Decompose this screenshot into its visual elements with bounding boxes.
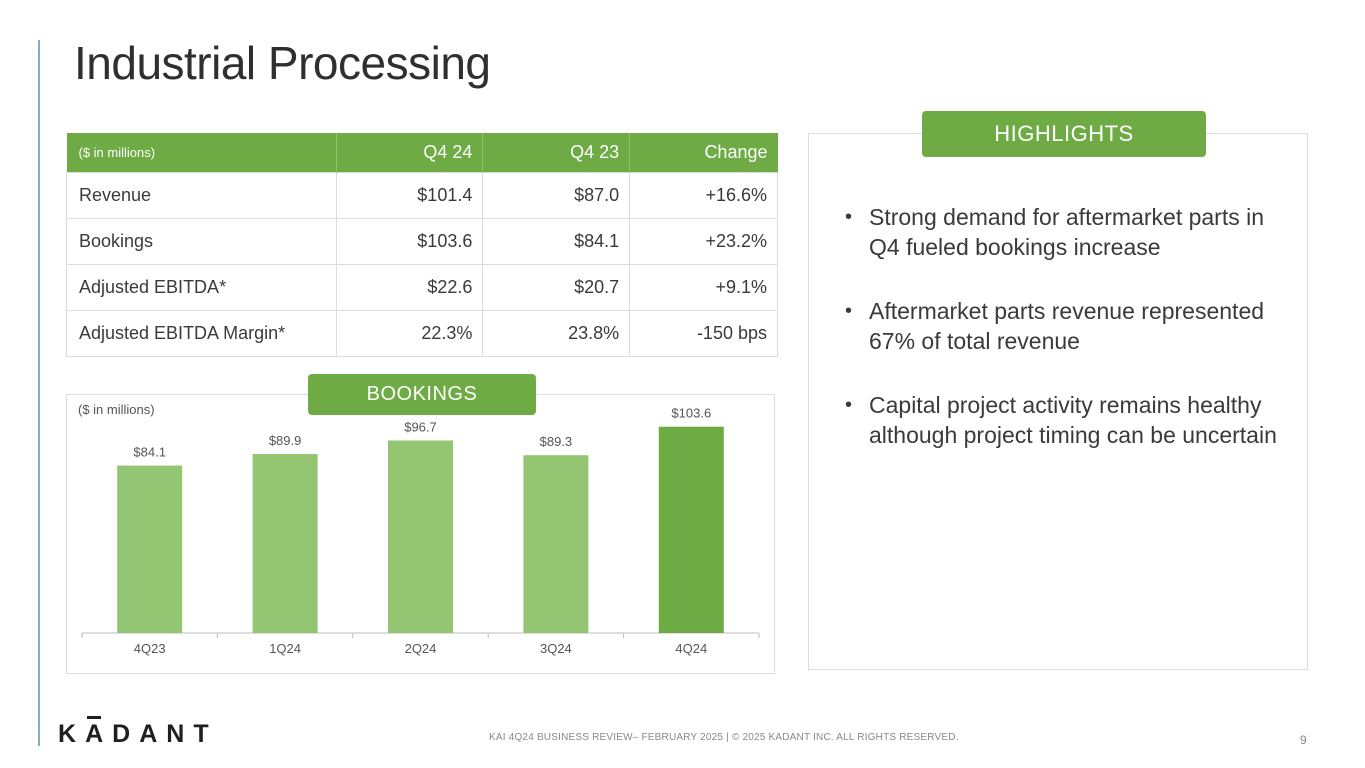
- bar-2q24: [388, 440, 453, 633]
- table-row: Revenue $101.4 $87.0 +16.6%: [66, 171, 778, 219]
- list-item: • Strong demand for aftermarket parts in …: [845, 202, 1285, 262]
- table-cell: $87.0: [482, 171, 631, 219]
- highlights-list: • Strong demand for aftermarket parts in …: [845, 202, 1285, 484]
- bookings-bar-chart: $84.1 4Q23 $89.9 1Q24 $96.7 2Q24 $89.3 3Q24 $103…: [81, 406, 760, 656]
- bullet-icon: •: [845, 394, 853, 416]
- table-header-units: ($ in millions): [66, 133, 337, 172]
- table-cell: $103.6: [335, 217, 484, 265]
- table-row: Adjusted EBITDA Margin* 22.3% 23.8% -150…: [66, 309, 778, 357]
- bar-3q24: [523, 455, 589, 633]
- table-cell-label: Adjusted EBITDA Margin*: [66, 309, 337, 357]
- table-cell-label: Revenue: [66, 171, 337, 219]
- highlights-label: HIGHLIGHTS: [922, 111, 1206, 157]
- list-item: • Aftermarket parts revenue represented 6…: [845, 296, 1285, 356]
- table-cell: $20.7: [482, 263, 631, 311]
- list-item: • Capital project activity remains health…: [845, 390, 1285, 450]
- table-cell: +16.6%: [629, 171, 778, 219]
- x-tick-label: 2Q24: [405, 641, 437, 656]
- chart-units-label: ($ in millions): [78, 402, 155, 417]
- table-cell: +23.2%: [629, 217, 778, 265]
- highlight-text: Strong demand for aftermarket parts in Q…: [869, 204, 1265, 260]
- data-label: $89.9: [269, 433, 302, 448]
- table-header-q424: Q4 24: [336, 133, 484, 172]
- x-tick-label: 3Q24: [540, 641, 572, 656]
- table-cell: +9.1%: [629, 263, 778, 311]
- bar-1q24: [252, 454, 318, 633]
- bullet-icon: •: [845, 300, 853, 322]
- page-title: Industrial Processing: [74, 37, 491, 89]
- footer-text: KAI 4Q24 BUSINESS REVIEW– FEBRUARY 2025 …: [489, 732, 959, 743]
- table-row: Adjusted EBITDA* $22.6 $20.7 +9.1%: [66, 263, 778, 311]
- x-tick-label: 4Q23: [134, 641, 166, 656]
- table-cell: 23.8%: [482, 309, 631, 357]
- left-accent-rule: [38, 40, 40, 746]
- table-cell: $22.6: [335, 263, 484, 311]
- data-label: $89.3: [540, 434, 573, 449]
- highlight-text: Aftermarket parts revenue represented 67…: [869, 298, 1265, 354]
- bullet-icon: •: [845, 206, 853, 228]
- table-cell: $84.1: [482, 217, 631, 265]
- bar-4q23: [117, 465, 183, 633]
- table-cell-label: Bookings: [66, 217, 337, 265]
- x-tick-label: 4Q24: [675, 641, 707, 656]
- table-cell: -150 bps: [629, 309, 778, 357]
- x-tick-label: 1Q24: [269, 641, 301, 656]
- data-label: $84.1: [133, 445, 166, 460]
- data-label: $103.6: [671, 406, 711, 421]
- table-cell: 22.3%: [335, 309, 484, 357]
- table-row: Bookings $103.6 $84.1 +23.2%: [66, 217, 778, 265]
- table-header-row: ($ in millions) Q4 24 Q4 23 Change: [66, 133, 778, 172]
- table-header-change: Change: [629, 133, 778, 172]
- highlight-text: Capital project activity remains healthy…: [869, 392, 1277, 448]
- bar-4q24: [658, 426, 724, 633]
- data-label: $96.7: [404, 419, 437, 434]
- kadant-logo: KADANT: [58, 716, 218, 748]
- table-cell-label: Adjusted EBITDA*: [66, 263, 337, 311]
- page-number: 9: [1300, 733, 1307, 747]
- table-header-q423: Q4 23: [482, 133, 631, 172]
- table-cell: $101.4: [335, 171, 484, 219]
- metrics-table: ($ in millions) Q4 24 Q4 23 Change Reven…: [66, 133, 778, 357]
- bookings-label: BOOKINGS: [308, 374, 536, 415]
